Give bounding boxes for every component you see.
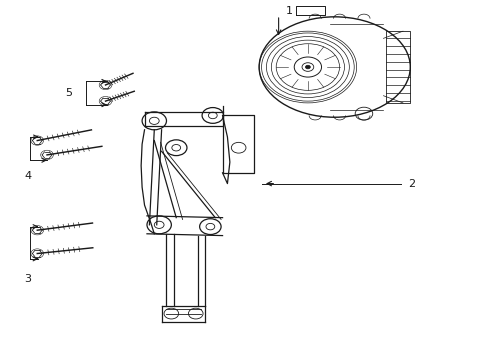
- Text: 2: 2: [407, 179, 414, 189]
- Circle shape: [305, 65, 310, 69]
- Text: 5: 5: [65, 88, 72, 98]
- Text: 3: 3: [24, 274, 31, 284]
- Text: 1: 1: [285, 6, 292, 17]
- Text: 4: 4: [24, 171, 31, 181]
